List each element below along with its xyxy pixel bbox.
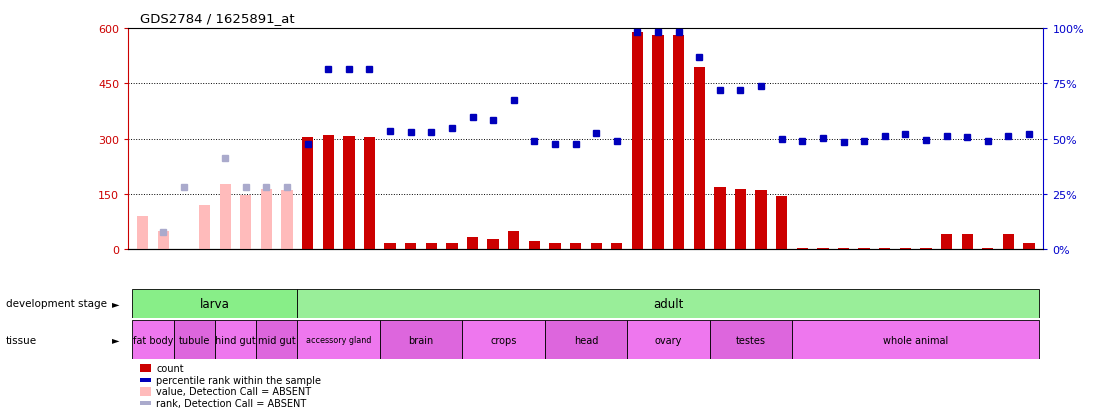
Text: crops: crops (490, 335, 517, 345)
Bar (297, 320, 379, 359)
Bar (858, 248, 869, 250)
Text: percentile rank within the sample: percentile rank within the sample (156, 375, 321, 385)
Bar (612, 243, 623, 250)
Text: head: head (574, 335, 598, 345)
Text: accessory gland: accessory gland (306, 335, 372, 344)
Bar (714, 188, 725, 250)
Bar (466, 237, 479, 250)
Text: ovary: ovary (655, 335, 682, 345)
Text: value, Detection Call = ABSENT: value, Detection Call = ABSENT (156, 387, 311, 396)
Text: count: count (156, 363, 184, 373)
Bar (734, 190, 747, 250)
Bar (405, 243, 416, 250)
Bar (653, 36, 664, 250)
Bar (756, 190, 767, 250)
Bar (302, 138, 314, 250)
Text: larva: larva (200, 297, 230, 310)
Text: ►: ► (112, 299, 119, 309)
Bar (1003, 235, 1014, 250)
Text: GDS2784 / 1625891_at: GDS2784 / 1625891_at (140, 12, 295, 25)
Bar (797, 248, 808, 250)
Bar (220, 184, 231, 250)
Text: tissue: tissue (6, 335, 37, 345)
Bar (462, 320, 545, 359)
Text: hind gut: hind gut (215, 335, 256, 345)
Bar (364, 138, 375, 250)
Bar (323, 136, 334, 250)
Bar (199, 206, 210, 250)
Bar (157, 231, 169, 250)
Text: fat body: fat body (133, 335, 173, 345)
Bar (215, 320, 257, 359)
Bar (1023, 243, 1035, 250)
Text: testes: testes (735, 335, 766, 345)
Text: rank, Detection Call = ABSENT: rank, Detection Call = ABSENT (156, 398, 307, 408)
Bar (879, 248, 891, 250)
Bar (261, 189, 272, 250)
Text: whole animal: whole animal (883, 335, 949, 345)
Text: ►: ► (112, 335, 119, 345)
Bar (899, 248, 911, 250)
Bar (545, 320, 627, 359)
Bar (137, 217, 148, 250)
Bar (240, 195, 251, 250)
Bar (529, 242, 540, 250)
Bar (632, 33, 643, 250)
Bar (941, 235, 952, 250)
Bar (344, 136, 355, 250)
Text: brain: brain (408, 335, 434, 345)
Bar (133, 289, 297, 318)
Bar (384, 243, 396, 250)
Bar (817, 248, 828, 250)
Bar (627, 320, 710, 359)
Bar (693, 68, 705, 250)
Bar (174, 320, 215, 359)
Bar (982, 248, 993, 250)
Text: tubule: tubule (179, 335, 210, 345)
Bar (962, 235, 973, 250)
Bar (673, 36, 684, 250)
Bar (297, 289, 1039, 318)
Bar (838, 248, 849, 250)
Bar (590, 243, 602, 250)
Bar (281, 190, 292, 250)
Bar (425, 243, 437, 250)
Text: adult: adult (653, 297, 683, 310)
Bar (508, 231, 519, 250)
Bar (133, 320, 174, 359)
Bar (921, 248, 932, 250)
Bar (710, 320, 792, 359)
Bar (549, 243, 560, 250)
Bar (776, 197, 788, 250)
Bar (792, 320, 1039, 359)
Bar (446, 243, 458, 250)
Bar (488, 240, 499, 250)
Bar (570, 243, 581, 250)
Text: development stage: development stage (6, 299, 107, 309)
Bar (379, 320, 462, 359)
Text: mid gut: mid gut (258, 335, 296, 345)
Bar (257, 320, 297, 359)
